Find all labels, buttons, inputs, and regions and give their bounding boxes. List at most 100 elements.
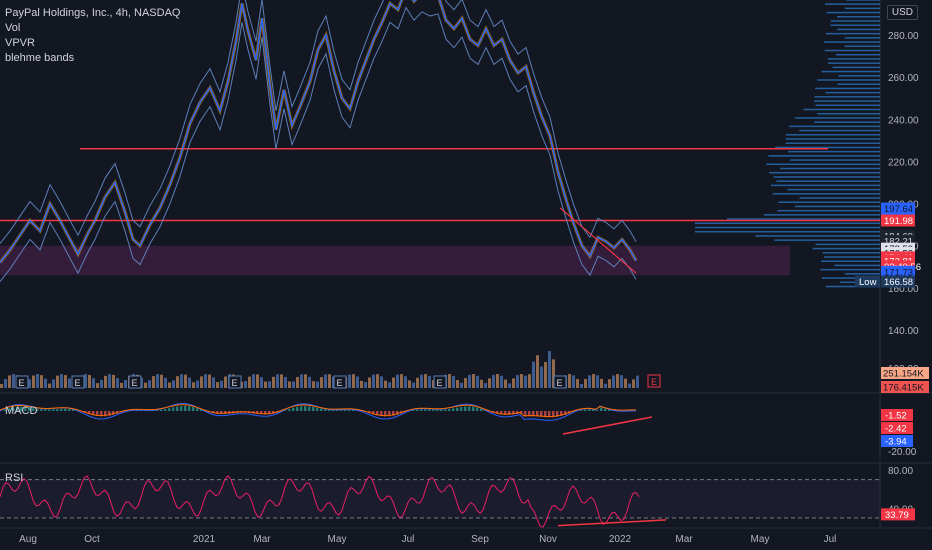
volume-bar	[484, 383, 487, 388]
time-tick-label: Aug	[19, 534, 37, 545]
macd-histogram-bar	[20, 406, 23, 411]
macd-histogram-bar	[556, 411, 559, 417]
vpvr-bar	[826, 11, 880, 14]
macd-histogram-bar	[444, 409, 447, 411]
macd-histogram-bar	[48, 409, 51, 411]
earnings-marker	[128, 375, 142, 389]
volume-bar	[608, 379, 611, 388]
demand-zone	[0, 245, 790, 276]
macd-histogram-bar	[412, 410, 415, 411]
vpvr-bar	[799, 129, 880, 132]
volume-bar	[428, 376, 431, 388]
vpvr-bar	[821, 70, 880, 73]
volume-bar	[416, 377, 419, 388]
currency-button[interactable]: USD	[886, 5, 918, 20]
volume-bar	[4, 379, 7, 388]
macd-histogram-bar	[328, 409, 331, 411]
macd-histogram-bar	[424, 409, 427, 411]
volume-bar	[156, 374, 159, 388]
macd-value-badge	[881, 422, 913, 434]
macd-histogram-bar	[592, 409, 595, 411]
macd-histogram-bar	[520, 411, 523, 414]
macd-histogram-bar	[396, 411, 399, 415]
vpvr-bar	[785, 138, 880, 140]
macd-histogram-bar	[376, 411, 379, 416]
vpvr-bar	[837, 28, 880, 31]
volume-label-badge	[881, 367, 929, 379]
earnings-marker	[71, 375, 85, 389]
volume-bar	[208, 374, 211, 388]
macd-histogram-bar	[168, 408, 171, 411]
volume-bar	[44, 378, 47, 388]
volume-bar	[592, 374, 595, 388]
volume-bar	[176, 376, 179, 388]
upcoming-earnings-marker	[647, 374, 661, 388]
macd-histogram-bar	[220, 411, 223, 415]
volume-bar	[68, 378, 71, 388]
macd-histogram-bar	[348, 409, 351, 411]
vpvr-bar	[835, 53, 880, 56]
chart-legend: PayPal Holdings, Inc., 4h, NASDAQ Vol VP…	[5, 6, 180, 66]
vpvr-bar	[814, 96, 880, 98]
volume-bar	[64, 375, 67, 388]
price-label-text: 197.64	[884, 204, 913, 215]
vpvr-bar	[780, 167, 880, 170]
macd-histogram-bar	[68, 409, 71, 411]
volume-label-text: 176.415K	[883, 383, 924, 394]
vpvr-bar	[825, 285, 880, 288]
volume-bar	[448, 374, 451, 388]
time-tick-label: Jul	[824, 534, 837, 545]
volume-bar	[612, 375, 615, 388]
volume-bar	[324, 374, 327, 388]
macd-histogram-bar	[496, 411, 499, 414]
volume-bar	[124, 379, 127, 388]
volume-bar	[288, 381, 291, 388]
macd-value-badge	[881, 435, 913, 447]
vpvr-bar	[769, 171, 880, 174]
volume-bar	[372, 374, 375, 388]
volume-bar	[616, 374, 619, 388]
macd-histogram-bar	[292, 407, 295, 411]
vpvr-bar	[817, 79, 880, 81]
time-tick-label: Mar	[675, 534, 693, 545]
vpvr-bar	[821, 260, 880, 262]
volume-bar	[144, 382, 147, 388]
macd-histogram-bar	[504, 411, 507, 415]
volume-bar	[52, 379, 55, 388]
earnings-marker-text: E	[557, 378, 563, 388]
volume-bar	[364, 382, 367, 388]
volume-bar	[376, 374, 379, 388]
legend-item-vpvr[interactable]: VPVR	[5, 37, 35, 49]
macd-histogram-bar	[332, 410, 335, 411]
earnings-marker	[333, 375, 347, 389]
macd-histogram-bar	[588, 409, 591, 411]
volume-bar	[36, 374, 39, 388]
price-label-badge	[881, 275, 915, 288]
macd-histogram-bar	[192, 407, 195, 411]
volume-bar	[492, 374, 495, 388]
legend-item-vol[interactable]: Vol	[5, 22, 21, 34]
volume-bar	[348, 374, 351, 388]
macd-histogram-bar	[436, 409, 439, 411]
macd-tick-label: -20.00	[888, 447, 917, 458]
vpvr-bar	[774, 239, 880, 241]
price-trendline	[559, 207, 637, 274]
volume-bar	[480, 379, 483, 388]
time-tick-label: May	[328, 534, 347, 545]
macd-histogram-bar	[156, 410, 159, 411]
macd-histogram-bar	[476, 407, 479, 411]
legend-item-bands[interactable]: blehme bands	[5, 52, 75, 64]
volume-bars	[0, 351, 639, 388]
macd-histogram-bar	[384, 411, 387, 417]
volume-bar	[224, 376, 227, 388]
macd-histogram-bar	[288, 409, 291, 411]
macd-histogram-bar	[552, 411, 555, 418]
price-label-badge	[881, 265, 915, 278]
vpvr-bar	[815, 243, 880, 246]
vpvr-bar	[794, 205, 880, 208]
volume-bar	[120, 382, 123, 388]
macd-histogram-bar	[172, 407, 175, 411]
vpvr-bar	[844, 37, 880, 39]
rsi-band	[0, 479, 880, 518]
